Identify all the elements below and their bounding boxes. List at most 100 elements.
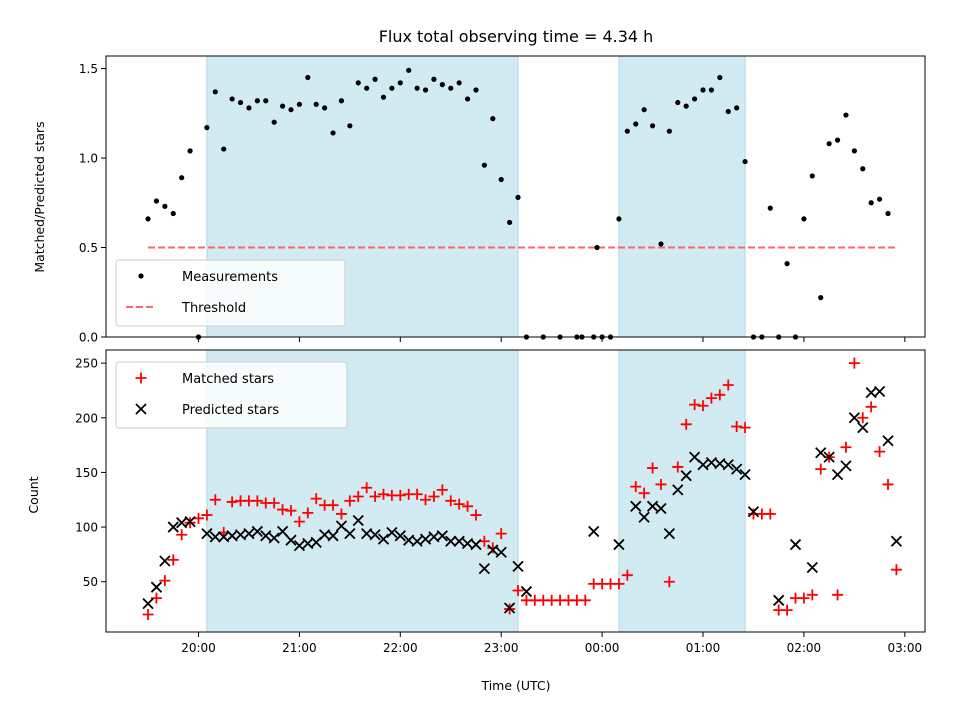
matched-point — [672, 461, 684, 473]
matched-point — [663, 576, 675, 588]
predicted-point — [159, 555, 171, 567]
predicted-point — [722, 459, 734, 471]
matched-point — [226, 496, 238, 508]
predicted-point — [268, 532, 280, 544]
matched-point — [436, 484, 448, 496]
legend-x-marker — [135, 403, 147, 415]
predicted-point — [815, 447, 827, 459]
measurement-point — [254, 98, 260, 104]
predicted-point — [478, 562, 491, 575]
axes-frame — [105, 55, 926, 338]
matched-point — [344, 495, 356, 507]
measurement-point — [162, 203, 168, 209]
predicted-point — [697, 459, 709, 471]
matched-point — [377, 488, 389, 500]
measurement-point — [288, 107, 294, 113]
matched-point — [764, 508, 776, 520]
measurement-point — [818, 295, 824, 301]
measurement-point — [641, 107, 647, 113]
measurement-point — [843, 112, 849, 118]
matched-point — [159, 575, 171, 587]
predicted-point — [344, 527, 356, 540]
measurement-point — [692, 96, 698, 102]
measurement-point — [876, 196, 883, 202]
predicted-point — [672, 484, 684, 496]
measurement-point — [212, 89, 218, 95]
predicted-point — [419, 533, 432, 545]
predicted-point — [680, 470, 692, 482]
matched-point — [874, 446, 886, 458]
predicted-point — [512, 560, 524, 573]
matched-point — [739, 422, 751, 434]
matched-point — [411, 488, 423, 500]
measurement-point — [464, 96, 471, 102]
legend-label: Matched stars — [182, 372, 274, 387]
matched-point — [201, 509, 213, 521]
x-tick-label: 00:00 — [585, 641, 620, 655]
predicted-point — [663, 527, 676, 540]
y-tick-label: 50 — [83, 575, 98, 589]
predicted-point — [806, 561, 818, 574]
measurement-point — [683, 103, 689, 109]
matched-point — [655, 478, 667, 490]
measurement-point — [834, 137, 841, 143]
measurement-point — [666, 128, 672, 134]
matched-point — [445, 495, 457, 507]
predicted-point — [848, 412, 861, 424]
predicted-point — [167, 521, 179, 533]
measurement-point — [347, 123, 353, 129]
measurement-point — [481, 162, 487, 168]
measurement-point — [868, 200, 874, 206]
measurement-point — [170, 210, 176, 217]
ratio-y-axis-label: Matched/Predicted stars — [32, 121, 47, 272]
predicted-point — [243, 527, 255, 540]
matched-point — [638, 487, 650, 499]
measurement-point — [431, 76, 437, 82]
measurement-point — [809, 173, 815, 179]
y-tick-label: 150 — [75, 466, 98, 480]
measurement-point — [187, 148, 193, 154]
measurement-point — [885, 210, 891, 217]
predicted-point — [831, 468, 844, 481]
predicted-point — [823, 451, 835, 463]
predicted-point — [436, 530, 448, 542]
measurement-point — [380, 94, 387, 100]
measurement-point — [179, 175, 185, 181]
measurement-point — [860, 166, 866, 172]
matched-point — [420, 494, 432, 506]
predicted-point — [890, 535, 903, 547]
measurement-point — [490, 116, 496, 122]
matched-point — [890, 564, 902, 576]
matched-point — [470, 509, 482, 521]
measurement-point — [406, 67, 412, 73]
predicted-point — [613, 538, 625, 551]
predicted-point — [327, 530, 339, 542]
matched-point — [369, 490, 381, 502]
predicted-point — [293, 540, 306, 552]
measurement-point — [305, 74, 311, 81]
y-tick-label: 250 — [75, 357, 98, 371]
matched-point — [209, 494, 221, 506]
legend-box — [115, 361, 348, 429]
predicted-point — [840, 460, 852, 472]
matched-point — [335, 508, 347, 520]
predicted-point — [209, 531, 221, 543]
y-tick-label: 1.0 — [79, 152, 98, 166]
predicted-point — [276, 525, 289, 538]
x-tick-label: 23:00 — [484, 641, 519, 655]
measurement-point — [322, 105, 328, 111]
measurement-point — [767, 205, 773, 211]
measurement-point — [498, 176, 504, 183]
predicted-point — [369, 529, 381, 541]
matched-point — [630, 481, 642, 493]
measurement-point — [658, 241, 664, 247]
measurement-point — [649, 123, 656, 129]
matched-point — [251, 495, 263, 507]
matched-point — [268, 497, 280, 509]
y-tick-label: 100 — [75, 521, 98, 535]
y-tick-label: 200 — [75, 411, 98, 425]
measurement-point — [364, 85, 370, 91]
matched-point — [192, 512, 204, 524]
y-tick-label: 1.5 — [79, 62, 98, 76]
